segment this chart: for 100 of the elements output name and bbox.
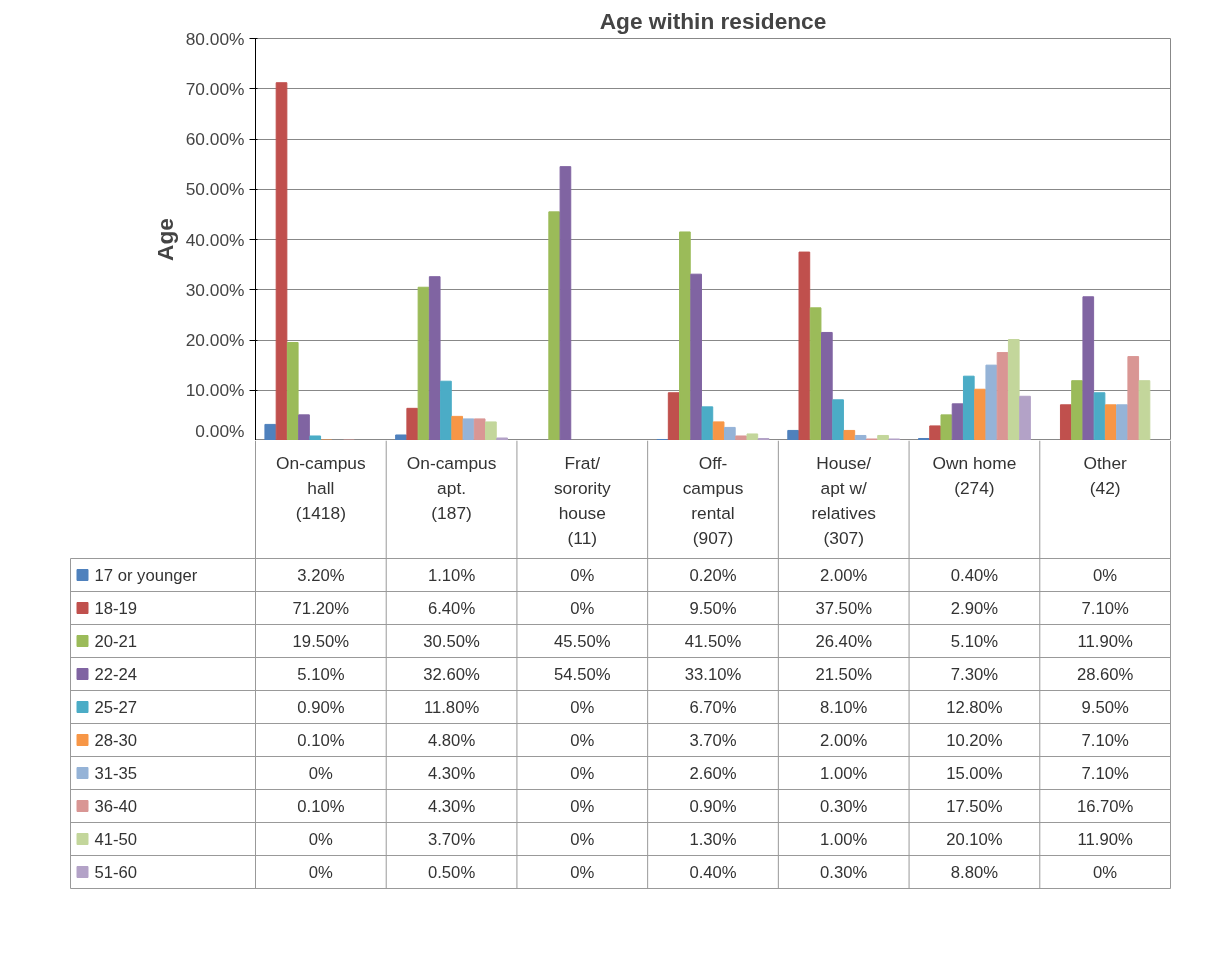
data-label: 1.00% [820,829,868,849]
bar [735,435,747,440]
data-label: 54.50% [554,664,611,684]
bar [929,425,941,440]
data-label: 4.80% [427,730,476,750]
bar [821,331,833,440]
data-label: 3.70% [427,829,476,849]
y-axis-title: Age [151,218,178,261]
bar [843,429,856,440]
data-label: 0% [570,598,595,618]
bar [996,352,1009,440]
y-tick-label: 80.00% [185,28,245,49]
bar [1116,404,1128,440]
data-label: 0% [570,565,595,585]
data-label: 2.00% [820,565,868,585]
bar [559,166,572,440]
data-label: 21.50% [815,664,873,684]
bar [473,418,486,440]
bar [406,407,419,440]
data-label: 0.40% [950,565,999,585]
data-label: 0% [570,763,595,783]
data-label: 0% [308,829,334,849]
data-label: 30.50% [423,631,481,651]
data-label: 0.40% [689,862,737,882]
data-label: 0% [570,697,595,717]
data-label: 7.10% [1081,763,1129,783]
data-label: 41.50% [684,631,742,651]
bar [798,251,811,440]
data-label: 9.50% [1081,697,1129,717]
bar [462,418,475,440]
bar [309,435,322,440]
data-label: 11.90% [1077,829,1133,849]
x-tick-label: Own home (274) [932,452,1017,498]
x-tick-label: Other (42) [1083,452,1128,498]
data-label: 2.60% [689,763,737,783]
bar [712,421,725,440]
data-label: 2.90% [950,598,999,618]
bar [1138,380,1151,440]
bar [940,414,953,440]
data-label: 0.50% [427,862,476,882]
chart-title: Age within residence [599,7,827,34]
data-label: 0.30% [820,862,868,882]
data-label: 0% [570,862,595,882]
bar [1059,404,1072,440]
x-tick-label: House/ apt w/ relatives (307) [811,452,877,548]
data-label: 0% [308,862,334,882]
bar [417,286,430,440]
data-label: 10.20% [946,730,1003,750]
y-tick-label: 40.00% [185,229,245,250]
data-label: 1.00% [820,763,868,783]
data-label: 9.50% [689,598,737,618]
data-label: 19.50% [292,631,350,651]
bar [667,392,680,440]
data-label: 16.70% [1076,796,1134,816]
bar [1082,296,1095,440]
bar [496,437,508,440]
bar [951,403,964,440]
legend-label: 25-27 [94,698,138,717]
data-label: 8.10% [820,697,868,717]
data-label: 5.10% [950,631,999,651]
data-label: 2.00% [820,730,868,750]
bar [1019,395,1031,440]
x-tick-label: On-campus hall (1418) [276,452,366,523]
bar [962,375,975,440]
data-label: 0.10% [297,796,345,816]
x-tick-label: On-campus apt. (187) [406,452,497,523]
y-tick-label: 20.00% [185,330,245,350]
bar [832,399,844,440]
x-tick-label: Frat/ sorority house (11) [553,452,612,548]
bar [548,211,561,440]
data-label: 0% [570,730,595,750]
data-label: 0.10% [297,730,345,750]
bar [1104,404,1117,440]
data-label: 5.10% [297,664,345,684]
bar [701,406,714,440]
data-label: 0% [308,763,334,783]
bar [787,429,799,440]
bar [985,364,998,440]
data-label: 7.10% [1081,730,1129,750]
y-tick-label: 70.00% [185,78,245,99]
bar [440,380,452,440]
y-tick-label: 50.00% [185,179,245,200]
legend-label: 22-24 [94,665,138,684]
data-label: 3.70% [689,730,737,750]
data-label: 37.50% [815,598,873,618]
legend-label: 31-35 [94,764,138,783]
x-tick-label: Off-campus rental (907) [682,452,744,548]
data-label: 8.80% [950,862,999,882]
bar [1007,339,1020,440]
data-label: 7.30% [950,664,999,684]
data-label: 1.10% [427,565,476,585]
data-label: 0% [570,829,595,849]
bar [1127,356,1140,440]
y-tick-label: 30.00% [185,279,245,300]
bar [451,415,464,440]
y-tick-label: 60.00% [185,129,245,149]
data-label: 71.20% [292,598,350,618]
legend-label: 28-30 [94,731,138,750]
legend-label: 51-60 [94,863,138,882]
bar [275,82,288,440]
